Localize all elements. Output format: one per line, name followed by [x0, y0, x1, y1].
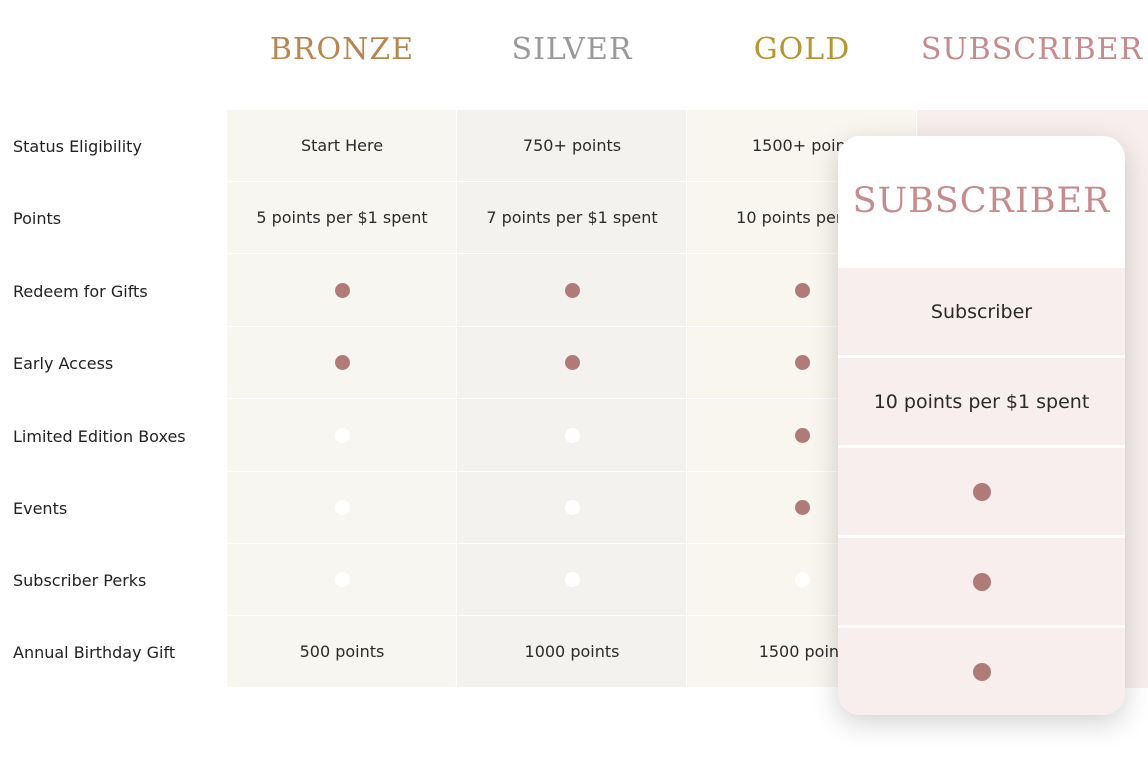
- row-label-redeem-for-gifts: Redeem for Gifts: [13, 281, 148, 301]
- bronze-redeem-cell: [227, 255, 457, 327]
- silver-points: 7 points per $1 spent: [457, 182, 687, 254]
- gold-events-dot: [794, 500, 810, 515]
- silver-status-eligibility: 750+ points: [457, 110, 687, 182]
- silver-redeem-dot: [564, 283, 580, 298]
- gold-points: 10 points per $1: [687, 182, 917, 254]
- grid-line: [686, 110, 687, 688]
- silver-subscriber-perks-cell: [457, 544, 687, 616]
- silver-subscriber-perks-dot: [564, 572, 580, 587]
- bronze-early-access-dot: [334, 355, 350, 370]
- gold-subscriber-perks-cell: [687, 544, 917, 616]
- subscriber-redeem-dot: [972, 482, 991, 501]
- subscriber-card-limited-boxes-cell: [838, 626, 1125, 715]
- bronze-limited-boxes-dot: [334, 428, 350, 443]
- gold-status-eligibility: 1500+ point: [687, 110, 917, 182]
- bronze-subscriber-perks-cell: [227, 544, 457, 616]
- gold-limited-boxes-dot: [794, 428, 810, 443]
- silver-birthday-gift: 1000 points: [457, 616, 687, 688]
- silver-column: 750+ points 7 points per $1 spent 1000 p…: [457, 110, 687, 688]
- row-label-limited-edition-boxes: Limited Edition Boxes: [13, 426, 186, 446]
- subscriber-card-redeem-cell: [838, 446, 1125, 535]
- subscriber-limited-boxes-dot: [972, 662, 991, 681]
- gold-redeem-dot: [794, 283, 810, 298]
- subscriber-card-title: SUBSCRIBER: [852, 181, 1111, 221]
- silver-limited-boxes-cell: [457, 400, 687, 472]
- bronze-birthday-gift: 500 points: [227, 616, 457, 688]
- bronze-column: Start Here 5 points per $1 spent 500 poi…: [227, 110, 457, 688]
- tier-header-silver: SILVER: [511, 32, 633, 67]
- silver-limited-boxes-dot: [564, 428, 580, 443]
- row-label-early-access: Early Access: [13, 353, 114, 373]
- silver-events-dot: [564, 500, 580, 515]
- bronze-status-eligibility: Start Here: [227, 110, 457, 182]
- bronze-early-access-cell: [227, 327, 457, 399]
- subscriber-early-access-dot: [972, 572, 991, 591]
- row-label-annual-birthday-gift: Annual Birthday Gift: [13, 642, 176, 662]
- row-label-points: Points: [13, 208, 62, 228]
- bronze-redeem-dot: [334, 283, 350, 298]
- gold-limited-boxes-cell: [687, 400, 917, 472]
- row-label-events: Events: [13, 498, 68, 518]
- gold-subscriber-perks-dot: [794, 572, 810, 587]
- silver-early-access-cell: [457, 327, 687, 399]
- bronze-limited-boxes-cell: [227, 400, 457, 472]
- gold-early-access-cell: [687, 327, 917, 399]
- tier-header-bronze: BRONZE: [269, 32, 415, 67]
- bronze-events-cell: [227, 472, 457, 544]
- subscriber-card[interactable]: SUBSCRIBER Subscriber 10 points per $1 s…: [838, 136, 1125, 715]
- gold-redeem-cell: [687, 255, 917, 327]
- grid-line: [456, 110, 457, 688]
- row-label-subscriber-perks: Subscriber Perks: [13, 570, 147, 590]
- gold-birthday-gift: 1500 point: [687, 616, 917, 688]
- bronze-points: 5 points per $1 spent: [227, 182, 457, 254]
- silver-redeem-cell: [457, 255, 687, 327]
- silver-early-access-dot: [564, 355, 580, 370]
- gold-events-cell: [687, 472, 917, 544]
- bronze-subscriber-perks-dot: [334, 572, 350, 587]
- silver-events-cell: [457, 472, 687, 544]
- subscriber-card-points: 10 points per $1 spent: [838, 356, 1125, 445]
- tier-header-gold: GOLD: [753, 32, 851, 67]
- subscriber-card-status: Subscriber: [838, 266, 1125, 355]
- bronze-events-dot: [334, 500, 350, 515]
- subscriber-card-early-access-cell: [838, 536, 1125, 625]
- row-label-status-eligibility: Status Eligibility: [13, 136, 142, 156]
- gold-early-access-dot: [794, 355, 810, 370]
- tier-header-subscriber: SUBSCRIBER: [920, 32, 1144, 67]
